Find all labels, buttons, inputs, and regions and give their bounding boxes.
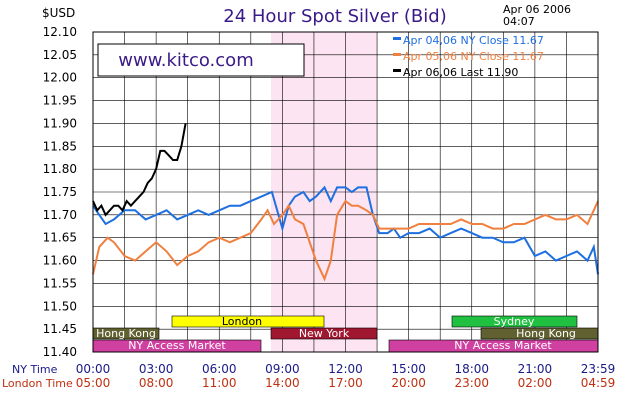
legend: Apr 04,06 NY Close 11.67 Apr 05,06 NY Clo… <box>393 34 544 79</box>
legend-swatch <box>393 53 401 56</box>
y-tick-label: 11.70 <box>43 208 77 222</box>
header-time: 04:07 <box>503 15 535 28</box>
y-tick-label: 11.45 <box>43 322 77 336</box>
ny-time-tick: 00:00 <box>76 362 111 376</box>
legend-swatch <box>393 69 401 72</box>
hong-kong-session-label-right: Hong Kong <box>516 327 576 340</box>
series-lines <box>92 123 599 282</box>
y-tick-label: 11.40 <box>43 345 77 359</box>
y-axis-labels: 12.10 12.05 12.00 11.95 11.90 11.85 11.80 11.75… <box>43 25 77 359</box>
market-session-bars: London Sydney Hong Kong New York Hong Ko… <box>92 315 599 353</box>
y-tick-label: 11.65 <box>43 231 77 245</box>
london-session-bar <box>171 315 325 328</box>
london-time-tick: 14:00 <box>265 376 300 390</box>
ny-time-tick: 15:00 <box>391 362 426 376</box>
watermark-box <box>97 43 305 77</box>
currency-label: $USD <box>42 6 75 20</box>
chart-title: 24 Hour Spot Silver (Bid) <box>223 6 446 27</box>
ny-time-tick: 21:00 <box>518 362 553 376</box>
y-tick-label: 11.75 <box>43 185 77 199</box>
header-date: Apr 06 2006 <box>503 3 571 16</box>
watermark-text: www.kitco.com <box>118 50 253 71</box>
series-line-2 <box>92 123 187 217</box>
ny-time-tick: 23:59 <box>581 362 616 376</box>
y-tick-label: 11.80 <box>43 162 77 176</box>
london-time-label: London Time <box>2 377 73 390</box>
ny-time-tick: 03:00 <box>139 362 174 376</box>
y-tick-label: 12.10 <box>43 25 77 39</box>
legend-entry: Apr 04,06 NY Close 11.67 <box>403 34 544 47</box>
london-time-tick: 20:00 <box>391 376 426 390</box>
series-line-1 <box>92 199 599 282</box>
new-york-session-bar <box>270 327 378 340</box>
ny-time-tick: 06:00 <box>202 362 237 376</box>
london-time-tick: 11:00 <box>202 376 237 390</box>
y-tick-label: 12.00 <box>43 71 77 85</box>
sydney-session-bar <box>451 315 578 328</box>
london-time-tick: 23:00 <box>454 376 489 390</box>
y-tick-label: 12.05 <box>43 48 77 62</box>
new-york-session-label: New York <box>299 327 350 340</box>
y-tick-label: 11.55 <box>43 276 77 290</box>
y-tick-label: 11.50 <box>43 299 77 313</box>
london-time-tick: 08:00 <box>139 376 174 390</box>
london-time-tick: 02:00 <box>518 376 553 390</box>
ny-access-market-label-left: NY Access Market <box>128 339 226 352</box>
legend-swatch <box>393 37 401 40</box>
legend-entry: Apr 05,06 NY Close 11.67 <box>403 50 544 63</box>
plot-border <box>92 31 599 353</box>
ny-time-tick: 12:00 <box>328 362 363 376</box>
sydney-session-label: Sydney <box>494 315 535 328</box>
ny-time-tick: 09:00 <box>265 362 300 376</box>
y-tick-label: 11.95 <box>43 94 77 108</box>
ny-time-tick: 18:00 <box>454 362 489 376</box>
ny-access-market-label-right: NY Access Market <box>454 339 552 352</box>
london-session-label: London <box>222 315 262 328</box>
legend-entry: Apr 06,06 Last 11.90 <box>403 66 518 79</box>
hong-kong-session-label-left: Hong Kong <box>96 327 156 340</box>
ny-time-label: NY Time <box>12 363 58 376</box>
y-tick-label: 11.60 <box>43 254 77 268</box>
series-line-0 <box>92 185 599 275</box>
london-time-tick: 17:00 <box>328 376 363 390</box>
london-time-tick: 05:00 <box>76 376 111 390</box>
london-time-tick: 04:59 <box>581 376 616 390</box>
y-tick-label: 11.85 <box>43 139 77 153</box>
y-tick-label: 11.90 <box>43 116 77 130</box>
